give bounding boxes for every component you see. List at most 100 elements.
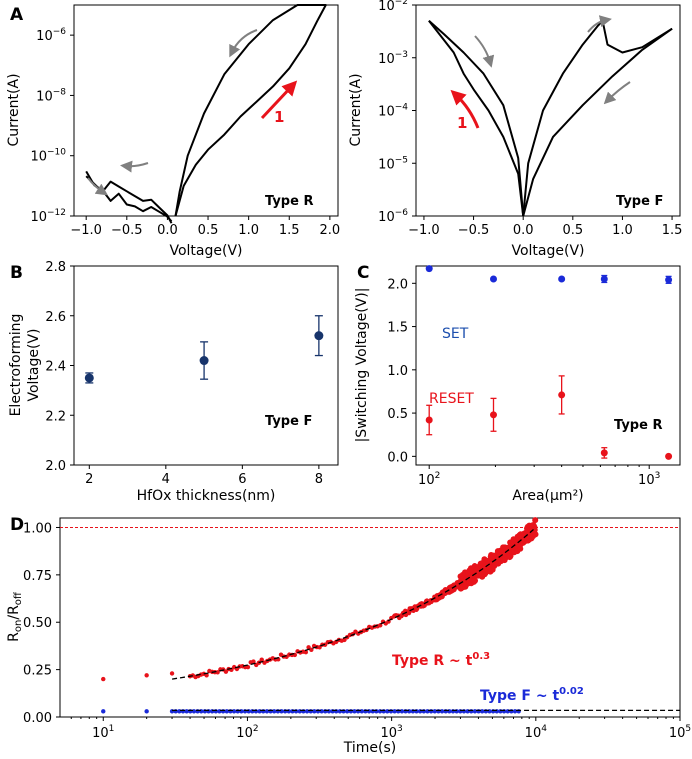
type-r-point — [517, 545, 524, 552]
x-tick-label: 1.5 — [279, 223, 300, 238]
data-point — [558, 275, 566, 283]
x-tick-label: 4 — [162, 472, 170, 487]
x-tick-label: 104 — [525, 724, 548, 741]
panel-a-left-ticks: −1.0 −0.5 0.0 0.5 1.0 1.5 2.0 10−12 10−10 10−8 10−… — [30, 27, 340, 238]
y-tick-label: 2.4 — [45, 360, 66, 375]
panel-a-left-ylabel: Current(A) — [6, 73, 22, 146]
data-point — [489, 411, 497, 419]
panel-a-left-gray-arrow-top — [229, 29, 258, 58]
panel-d-frame — [59, 517, 681, 718]
type-r-point — [303, 649, 309, 655]
panel-c-plot: 102 103 0.0 0.5 1.0 1.5 2.0 Area(μm²) |Switchi… — [354, 265, 681, 504]
data-point — [425, 265, 433, 273]
panel-a-right-red-arrow — [450, 89, 480, 129]
data-point — [314, 331, 324, 341]
type-f-point — [479, 709, 485, 714]
y-tick-label: 0.50 — [23, 616, 52, 631]
panel-b-xlabel: HfOx thickness(nm) — [137, 488, 276, 504]
x-tick-label: 0.5 — [198, 223, 219, 238]
iv-curve — [428, 20, 525, 217]
panel-a-right-gray-arrow-right — [603, 81, 631, 105]
panel-b-ylabel-line2: Voltage(V) — [26, 328, 42, 401]
x-tick-label: −1.0 — [408, 223, 440, 238]
y-tick-label: 2.0 — [45, 459, 66, 474]
y-tick-label: 2.2 — [45, 409, 66, 424]
panel-a-left-plot: −1.0 −0.5 0.0 0.5 1.0 1.5 2.0 10−12 10−10 10−8 10−… — [6, 4, 340, 259]
panel-d-plot: 101 102 103 104 105 0.00 0.25 0.50 0.75 1.00 Time… — [6, 517, 691, 756]
x-tick-label: 8 — [315, 472, 323, 487]
panel-b-plot: 2 4 6 8 2.0 2.2 2.4 2.6 2.8 HfOx thickness(nm) E… — [8, 260, 339, 504]
panel-c-reset-label: RESET — [429, 391, 474, 407]
x-tick-label: −0.5 — [458, 223, 490, 238]
panel-b-frame — [73, 265, 339, 466]
type-f-point — [101, 709, 106, 714]
type-f-point — [272, 709, 277, 714]
data-point — [425, 416, 433, 424]
x-tick-label: 6 — [238, 472, 246, 487]
type-f-point — [352, 709, 357, 714]
data-point — [665, 452, 673, 460]
panel-d-points — [60, 517, 680, 714]
type-f-point — [264, 709, 270, 714]
type-r-point — [531, 526, 538, 533]
type-r-point — [472, 577, 479, 584]
iv-curve — [522, 27, 673, 217]
panel-c-set-label: SET — [442, 326, 469, 342]
panel-c-ylabel: |Switching Voltage(V)| — [354, 288, 370, 443]
y-tick-label: 10−5 — [378, 155, 408, 172]
y-tick-label: 10−8 — [36, 87, 66, 104]
data-point — [489, 275, 497, 283]
iv-curve — [174, 4, 327, 217]
x-tick-label: 101 — [92, 724, 114, 741]
x-tick-label: 105 — [669, 724, 691, 741]
x-tick-label: 102 — [418, 471, 440, 488]
x-tick-label: 102 — [236, 724, 258, 741]
panel-a-left-gray-arrow-mid — [120, 160, 149, 173]
y-tick-label: 10−12 — [30, 208, 66, 225]
panel-d-type-f-label: Type F ~ t0.02 — [480, 686, 584, 704]
data-point — [558, 391, 566, 399]
type-f-point — [432, 709, 437, 714]
panel-a-left-frame — [73, 4, 339, 217]
panel-a-right-frame — [415, 4, 681, 217]
y-tick-label: 0.00 — [23, 711, 52, 726]
y-tick-label: 1.00 — [23, 521, 52, 536]
x-tick-label: 1.0 — [238, 223, 259, 238]
type-r-point — [169, 671, 175, 676]
panel-d-ylabel: Ron/Roff — [6, 591, 24, 642]
type-r-point — [259, 657, 264, 662]
x-tick-label: 103 — [380, 724, 402, 741]
data-point — [600, 449, 608, 457]
panel-b-points — [84, 315, 324, 384]
panel-a-right-arrow-label: 1 — [457, 114, 467, 132]
y-tick-label: 1.0 — [387, 364, 408, 379]
panel-a-left-curves — [85, 4, 327, 224]
type-r-point — [245, 664, 251, 670]
panel-a-letter: A — [10, 5, 24, 25]
type-f-point — [224, 709, 229, 714]
panel-a-right-gray-arrow-left — [474, 35, 495, 68]
x-tick-label: 103 — [638, 471, 660, 488]
panel-a-right-type-label: Type F — [616, 194, 663, 209]
y-tick-label: 2.8 — [45, 260, 66, 275]
type-r-point — [251, 659, 256, 664]
panel-a-left-type-label: Type R — [265, 194, 313, 209]
y-tick-label: 0.25 — [23, 664, 52, 679]
x-tick-label: 0.5 — [562, 223, 583, 238]
x-tick-label: 0.0 — [513, 223, 534, 238]
y-tick-label: 10−6 — [36, 27, 66, 44]
panel-a-right-ticks: −1.0 −0.5 0.0 0.5 1.0 1.5 10−6 10−5 10−4 10−3 10−2 — [378, 0, 682, 238]
data-point — [665, 276, 673, 284]
panel-a-left-xlabel: Voltage(V) — [169, 243, 242, 259]
type-r-point — [101, 676, 106, 682]
y-tick-label: 0.5 — [387, 407, 408, 422]
x-tick-label: −0.5 — [111, 223, 143, 238]
y-tick-label: 10−10 — [30, 148, 66, 165]
y-tick-label: 0.0 — [387, 450, 408, 465]
panel-d-letter: D — [10, 515, 24, 535]
data-point — [84, 373, 94, 383]
iv-curve — [428, 20, 525, 217]
type-r-point — [532, 531, 539, 538]
y-tick-label: 2.0 — [387, 277, 408, 292]
